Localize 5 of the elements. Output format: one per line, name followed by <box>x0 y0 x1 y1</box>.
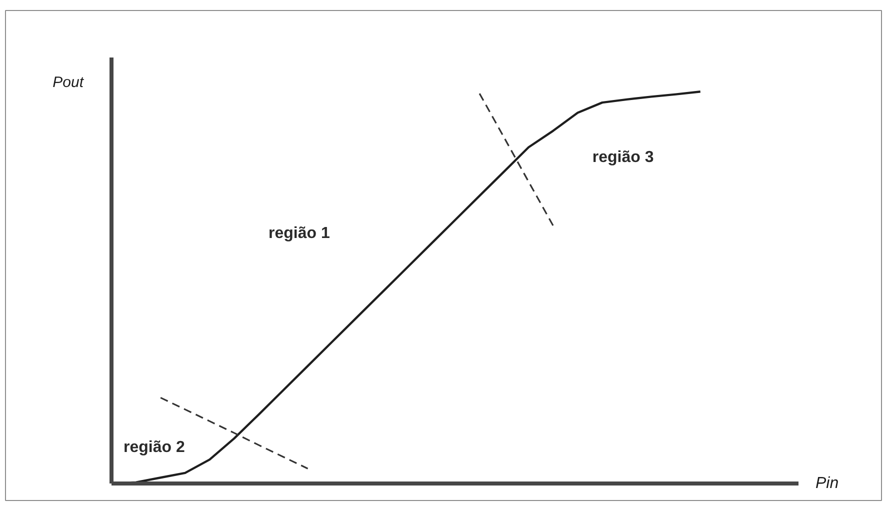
x-axis-title: Pin <box>816 475 839 492</box>
annotation: região 1 <box>268 224 330 242</box>
annotation: região 2 <box>124 438 185 456</box>
y-axis-title: Pout <box>52 74 84 91</box>
annotation: região 3 <box>592 148 654 166</box>
